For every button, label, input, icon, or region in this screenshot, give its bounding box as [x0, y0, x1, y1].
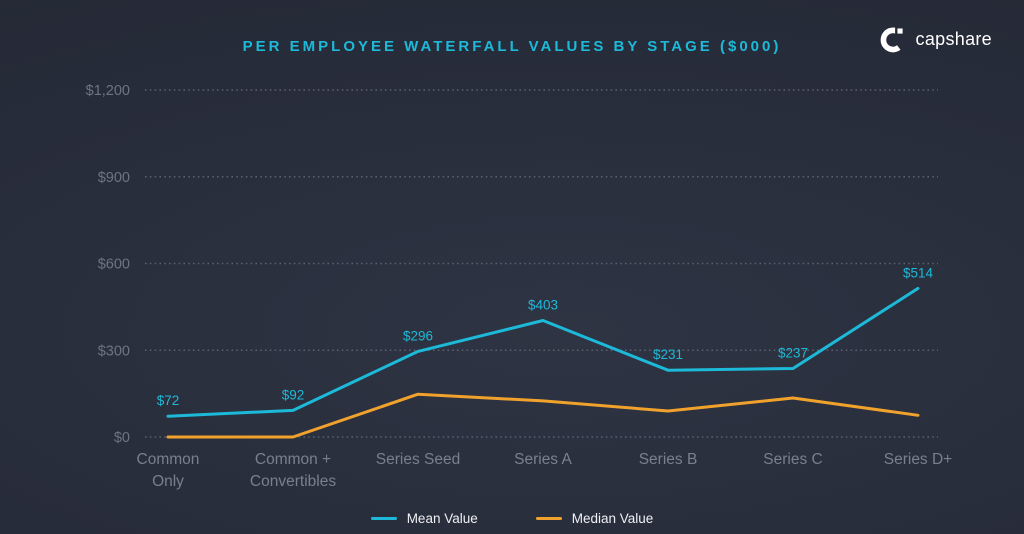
- x-category-label: Series B: [639, 451, 698, 468]
- mean-value-point-label: $296: [403, 328, 433, 343]
- x-category-label: Common + Convertibles: [250, 451, 336, 490]
- mean-value-point-label: $514: [903, 265, 934, 280]
- legend-label: Mean Value: [406, 511, 478, 526]
- capshare-logo: capshare: [878, 24, 992, 54]
- legend-item-mean-value[interactable]: Mean Value: [370, 511, 478, 526]
- chart-legend: Mean Value Median Value: [0, 511, 1024, 526]
- mean-value-point-label: $72: [157, 393, 180, 408]
- x-category-label: Series D+: [884, 451, 953, 468]
- legend-label: Median Value: [571, 511, 654, 526]
- x-category-label: Series Seed: [376, 451, 460, 468]
- median-value-line[interactable]: [166, 392, 920, 439]
- y-tick-label: $300: [98, 343, 130, 359]
- x-category-label: Common Only: [137, 451, 200, 490]
- mean-value-point-label: $237: [778, 345, 808, 360]
- line-chart: $0 $300 $600 $900 $1,200 Common Only Common + Co…: [86, 83, 953, 490]
- capshare-logo-icon: [880, 26, 905, 53]
- capshare-logo-text: capshare: [915, 28, 992, 49]
- y-tick-label: $900: [98, 170, 130, 186]
- mean-value-point-labels: $72 $92 $296 $403 $231 $237 $514: [157, 265, 934, 408]
- y-tick-label: $1,200: [86, 83, 130, 99]
- median-value-swatch: [535, 517, 562, 520]
- mean-value-point-label: $403: [528, 297, 558, 312]
- legend-item-median-value[interactable]: Median Value: [535, 511, 654, 526]
- mean-value-point-label: $92: [282, 387, 305, 402]
- y-axis-labels: $0 $300 $600 $900 $1,200: [86, 83, 130, 446]
- mean-value-point-label: $231: [653, 347, 683, 362]
- gridlines: [145, 89, 938, 438]
- mean-value-line[interactable]: [166, 286, 920, 418]
- y-tick-label: $600: [98, 257, 130, 273]
- chart-title: PER EMPLOYEE WATERFALL VALUES BY STAGE (…: [242, 38, 782, 55]
- x-category-label: Series A: [514, 451, 572, 468]
- mean-value-swatch: [370, 517, 397, 520]
- y-tick-label: $0: [114, 430, 130, 446]
- x-category-label: Series C: [763, 451, 822, 468]
- x-axis-labels: Common Only Common + Convertibles Series See…: [137, 451, 953, 490]
